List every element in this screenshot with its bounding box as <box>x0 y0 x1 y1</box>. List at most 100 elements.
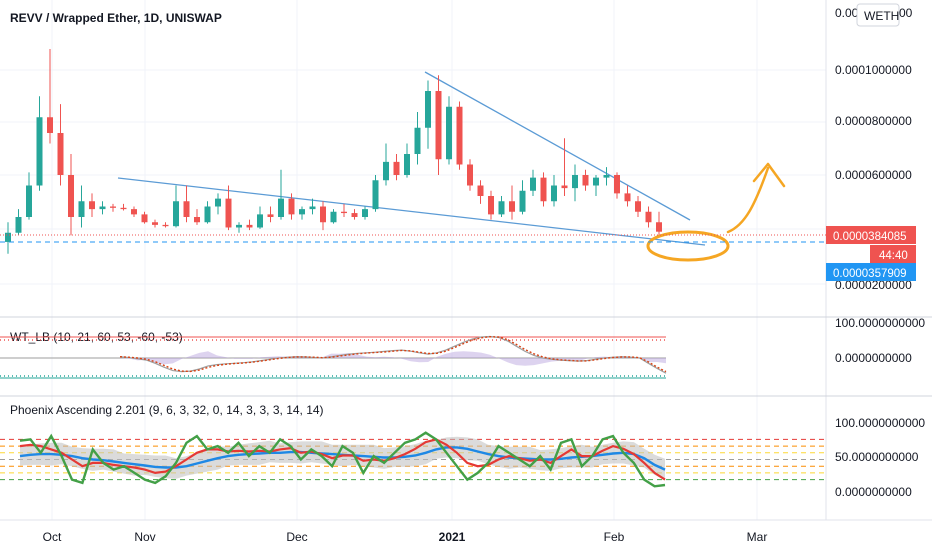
candle <box>194 209 200 225</box>
candle-body <box>425 91 431 128</box>
candle-body <box>362 209 368 217</box>
support-trendline <box>117 177 706 246</box>
annotation-arrow-shaft <box>726 166 770 234</box>
candle-body <box>404 154 410 175</box>
candle-body <box>120 207 127 210</box>
candle <box>267 206 274 223</box>
candle <box>15 209 22 236</box>
price-tick-top-tail: 00 <box>899 6 913 20</box>
candle <box>257 206 263 229</box>
candle-body <box>446 106 452 160</box>
candle <box>425 80 431 149</box>
candle <box>162 222 169 228</box>
price-tick-2: 0.0000800000 <box>835 114 912 128</box>
time-tick: Mar <box>747 530 768 544</box>
candle-body <box>36 117 43 186</box>
candle-body <box>68 175 74 217</box>
time-axis[interactable]: Oct Nov Dec 2021 Feb Mar <box>0 519 932 544</box>
candle <box>362 206 368 220</box>
candle <box>488 190 494 220</box>
candle <box>572 164 578 202</box>
candle <box>635 196 641 217</box>
candle <box>645 206 652 228</box>
candle-body <box>225 198 232 228</box>
candle <box>404 143 410 178</box>
time-tick: Nov <box>134 530 155 544</box>
candle <box>131 206 137 217</box>
candle-body <box>624 193 631 202</box>
candle <box>498 196 505 217</box>
last-price-label: 0.0000384085 <box>833 231 907 243</box>
candle-body <box>173 201 179 227</box>
candle-body <box>582 175 589 186</box>
phoenix-red-line <box>19 438 666 481</box>
candle-body <box>194 217 200 223</box>
phoenix-band <box>20 436 665 481</box>
candle <box>393 154 400 181</box>
candle-body <box>593 177 599 186</box>
candle <box>341 203 347 217</box>
candle-body <box>530 177 536 191</box>
candle <box>152 219 158 228</box>
time-tick: Oct <box>43 530 62 544</box>
candle <box>236 222 242 233</box>
candle-body <box>131 209 137 215</box>
candle <box>509 185 515 220</box>
price-tick-1: 0.0001000000 <box>835 63 912 77</box>
candle-body <box>393 161 400 175</box>
annotation-ellipse <box>646 230 730 262</box>
wt-axis-0: 0.0000000000 <box>835 351 912 365</box>
candle-body <box>551 185 557 202</box>
candle-body <box>477 185 484 196</box>
price-tick-3: 0.0000600000 <box>835 168 912 182</box>
candle <box>320 201 326 231</box>
candle <box>414 112 421 165</box>
candle <box>57 104 64 186</box>
wt-lb-pane: WT_LB (10, 21, 60, 53, -60, -53) 100.000… <box>0 316 925 379</box>
wt-area <box>120 351 666 366</box>
candle-body <box>110 206 116 208</box>
candle-body <box>561 185 568 189</box>
candle-body <box>320 206 326 223</box>
candle <box>614 172 620 199</box>
candle <box>225 185 232 231</box>
candle-body <box>635 201 641 212</box>
candle-body <box>204 206 211 223</box>
candle <box>68 154 74 236</box>
price-axis[interactable]: 0.00 00 0.0001000000 0.0000800000 0.0000… <box>825 0 916 520</box>
candle-body <box>5 232 11 242</box>
time-tick: Feb <box>604 530 625 544</box>
candle-body <box>26 185 32 217</box>
candle-body <box>99 206 106 210</box>
annotation-arrow-head <box>752 162 786 188</box>
candle-body <box>603 175 610 178</box>
phoenix-pane: Phoenix Ascending 2.201 (9, 6, 3, 32, 0,… <box>0 403 925 499</box>
candle-body <box>15 217 22 233</box>
candle <box>551 175 557 207</box>
candle-body <box>383 161 389 181</box>
candles <box>5 49 662 254</box>
candle-body <box>414 127 421 154</box>
candle <box>467 159 473 191</box>
candle <box>519 180 526 215</box>
candle <box>246 219 253 231</box>
time-tick: 2021 <box>439 530 466 544</box>
candle-body <box>435 91 442 160</box>
candle-body <box>215 198 221 207</box>
chart-title: REVV / Wrapped Ether, 1D, UNISWAP <box>10 11 222 25</box>
candle-body <box>288 198 295 215</box>
candle-body <box>509 201 515 212</box>
candle <box>309 198 316 215</box>
candle-body <box>572 175 578 189</box>
candle-body <box>183 201 190 217</box>
candle-body <box>341 211 347 214</box>
wt-axis-100: 100.0000000000 <box>835 316 925 330</box>
currency-button[interactable]: WETH <box>856 3 900 27</box>
candle-body <box>488 196 494 215</box>
candle <box>288 193 295 220</box>
candle <box>36 96 43 191</box>
candle-body <box>78 201 85 217</box>
candle <box>351 209 358 220</box>
candle <box>5 222 11 254</box>
candle-body <box>519 190 526 212</box>
